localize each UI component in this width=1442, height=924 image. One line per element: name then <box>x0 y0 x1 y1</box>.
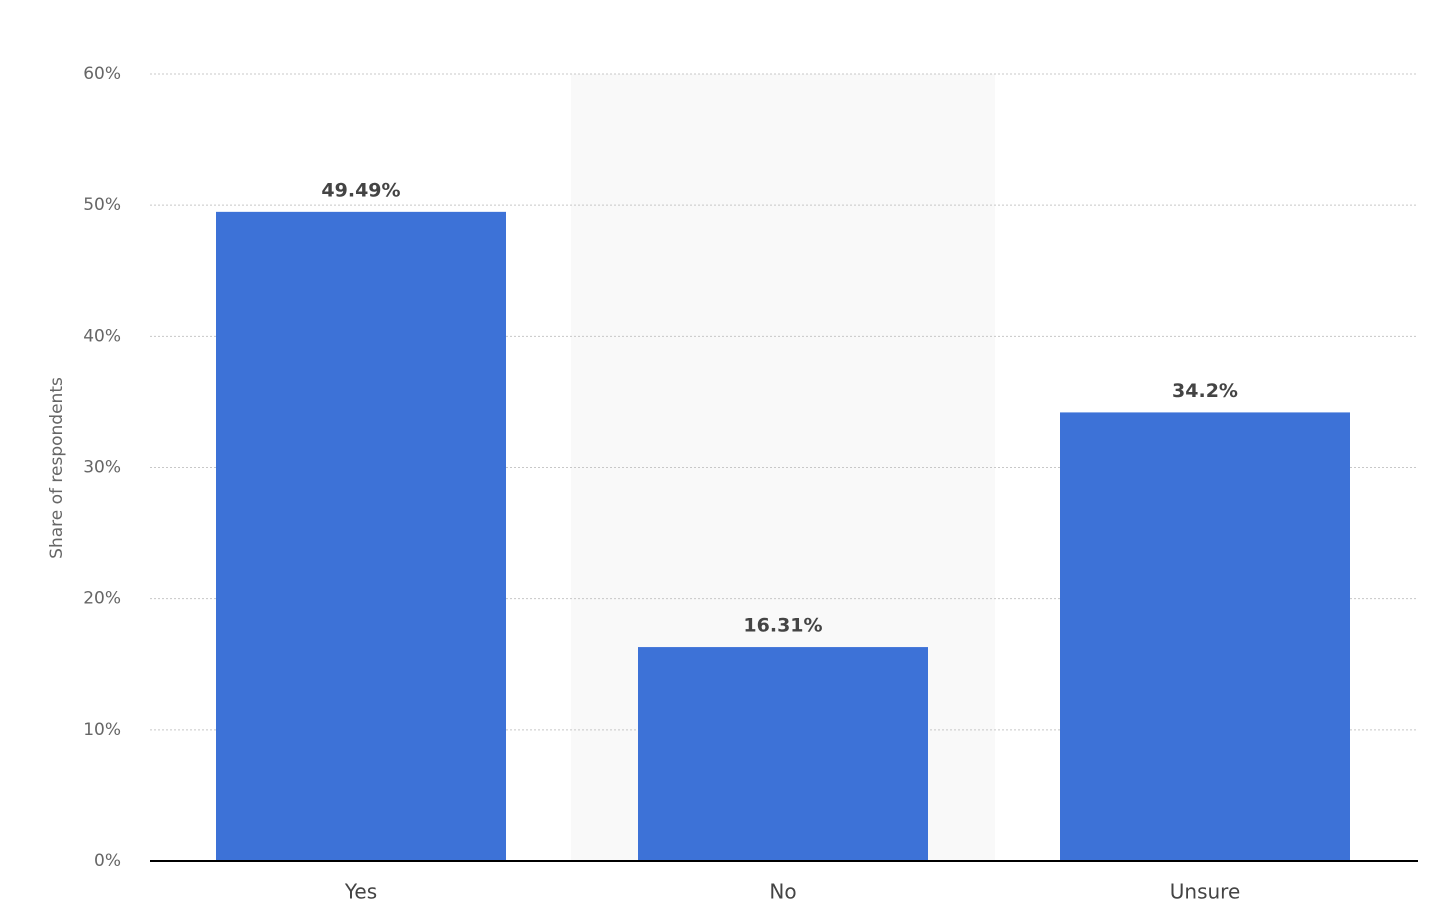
value-label: 16.31% <box>743 615 822 637</box>
y-tick-label: 40% <box>83 326 121 346</box>
x-tick-label: Yes <box>344 880 377 904</box>
y-tick-label: 60% <box>83 64 121 84</box>
bar <box>638 647 928 861</box>
y-tick-label: 50% <box>83 195 121 215</box>
y-axis-title: Share of respondents <box>47 377 67 559</box>
x-tick-label: Unsure <box>1170 880 1241 904</box>
bar <box>216 211 506 861</box>
value-label: 49.49% <box>321 179 400 201</box>
y-tick-label: 0% <box>94 851 121 871</box>
bar <box>1060 412 1350 861</box>
value-label: 34.2% <box>1172 380 1238 402</box>
y-tick-label: 30% <box>83 458 121 478</box>
x-tick-label: No <box>769 880 796 904</box>
y-tick-label: 10% <box>83 720 121 740</box>
y-tick-label: 20% <box>83 589 121 609</box>
